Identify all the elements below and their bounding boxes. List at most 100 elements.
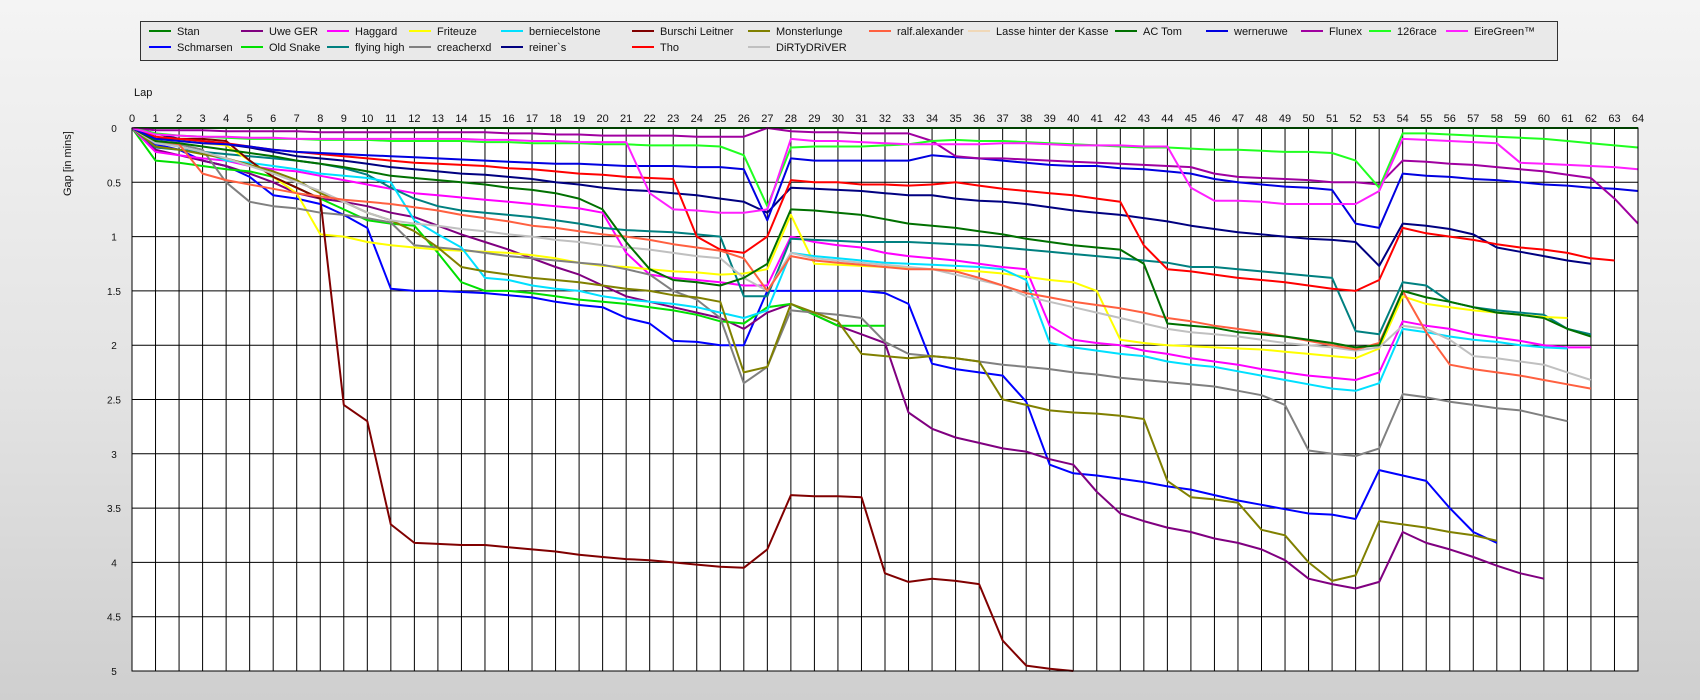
- x-tick-label: 5: [247, 113, 253, 125]
- x-tick-label: 13: [432, 113, 444, 125]
- x-tick-label: 27: [761, 113, 773, 125]
- legend-swatch: [149, 46, 171, 49]
- series-line: [131, 127, 1568, 392]
- y-tick-label: 4: [111, 558, 117, 569]
- y-tick-label: 1: [111, 233, 117, 244]
- x-tick-label: 1: [152, 113, 158, 125]
- legend-label: reiner`s: [529, 42, 567, 54]
- x-tick-label: 0: [129, 113, 135, 125]
- series-line: [131, 127, 1074, 672]
- legend-label: Haggard: [355, 26, 398, 38]
- x-tick-label: 32: [879, 113, 891, 125]
- x-tick-label: 61: [1561, 113, 1573, 125]
- x-tick-label: 46: [1208, 113, 1220, 125]
- legend-swatch: [869, 30, 891, 33]
- legend-swatch: [632, 30, 654, 33]
- legend-item: Stan: [149, 25, 200, 39]
- x-tick-label: 7: [294, 113, 300, 125]
- legend-label: Old Snake: [269, 42, 321, 54]
- x-tick-label: 40: [1067, 113, 1079, 125]
- x-tick-label: 44: [1161, 113, 1173, 125]
- legend-item: DiRTyDRiVER: [748, 41, 847, 55]
- legend-swatch: [241, 30, 263, 33]
- x-tick-label: 57: [1467, 113, 1479, 125]
- x-tick-label: 47: [1232, 113, 1244, 125]
- legend-item: EireGreen™: [1446, 25, 1535, 39]
- legend-item: berniecelstone: [501, 25, 601, 39]
- y-tick-label: 0.5: [107, 178, 121, 189]
- x-tick-label: 56: [1444, 113, 1456, 125]
- series-line: [131, 127, 1592, 381]
- legend-swatch: [968, 30, 990, 33]
- series-line: [131, 127, 1591, 381]
- x-tick-label: 23: [667, 113, 679, 125]
- x-tick-label: 30: [832, 113, 844, 125]
- legend-swatch: [409, 46, 431, 49]
- x-tick-label: 17: [526, 113, 538, 125]
- legend-label: creacherxd: [437, 42, 492, 54]
- x-tick-label: 29: [808, 113, 820, 125]
- x-tick-label: 26: [738, 113, 750, 125]
- legend-item: Monsterlunge: [748, 25, 843, 39]
- x-tick-label: 50: [1302, 113, 1314, 125]
- legend-item: werneruwe: [1206, 25, 1288, 39]
- x-tick-label: 54: [1397, 113, 1409, 125]
- legend-label: flying high: [355, 42, 405, 54]
- x-tick-label: 33: [902, 113, 914, 125]
- legend-label: Monsterlunge: [776, 26, 843, 38]
- x-tick-label: 43: [1138, 113, 1150, 125]
- legend-swatch: [632, 46, 654, 49]
- x-tick-label: 6: [270, 113, 276, 125]
- legend-item: creacherxd: [409, 41, 491, 55]
- x-tick-label: 45: [1185, 113, 1197, 125]
- x-tick-label: 53: [1373, 113, 1385, 125]
- x-tick-label: 37: [997, 113, 1009, 125]
- y-tick-label: 4.5: [107, 613, 121, 624]
- x-tick-label: 34: [926, 113, 938, 125]
- x-tick-label: 20: [597, 113, 609, 125]
- x-tick-label: 11: [385, 113, 396, 125]
- legend-swatch: [501, 30, 523, 33]
- legend-item: Haggard: [327, 25, 397, 39]
- legend-label: Flunex: [1329, 26, 1363, 38]
- legend-label: 126race: [1397, 26, 1437, 38]
- legend-item: Burschi Leitner: [632, 25, 733, 39]
- series-line: [131, 127, 1592, 390]
- legend-label: EireGreen™: [1474, 26, 1536, 38]
- x-tick-label: 55: [1420, 113, 1432, 125]
- legend-label: Tho: [660, 42, 679, 54]
- x-tick-label: 36: [973, 113, 985, 125]
- legend-item: Lasse hinter der Kasse: [968, 25, 1109, 39]
- legend-swatch: [1369, 30, 1391, 33]
- x-tick-label: 14: [455, 113, 467, 125]
- plot-border: [131, 127, 1639, 672]
- legend-item: Old Snake: [241, 41, 320, 55]
- x-tick-label: 49: [1279, 113, 1291, 125]
- legend-label: berniecelstone: [529, 26, 601, 38]
- x-tick-label: 12: [408, 113, 420, 125]
- legend-item: Uwe GER: [241, 25, 318, 39]
- legend-swatch: [1301, 30, 1323, 33]
- x-tick-label: 58: [1491, 113, 1503, 125]
- x-tick-label: 16: [502, 113, 514, 125]
- legend-item: Tho: [632, 41, 679, 55]
- x-tick-label: 52: [1350, 113, 1362, 125]
- x-tick-label: 22: [644, 113, 656, 125]
- legend-item: Flunex: [1301, 25, 1362, 39]
- x-tick-label: 28: [785, 113, 797, 125]
- legend-swatch: [748, 46, 770, 49]
- legend-swatch: [1446, 30, 1468, 33]
- legend-swatch: [327, 30, 349, 33]
- legend-label: Schmarsen: [177, 42, 233, 54]
- legend-label: werneruwe: [1234, 26, 1288, 38]
- legend-item: AC Tom: [1115, 25, 1182, 39]
- legend-label: AC Tom: [1143, 26, 1182, 38]
- x-tick-label: 18: [549, 113, 561, 125]
- x-tick-label: 35: [949, 113, 961, 125]
- series-line: [131, 127, 1592, 267]
- legend-item: ralf.alexander: [869, 25, 964, 39]
- y-tick-label: 2: [111, 341, 117, 352]
- y-tick-label: 1.5: [107, 287, 121, 298]
- legend-swatch: [501, 46, 523, 49]
- x-tick-label: 51: [1326, 113, 1338, 125]
